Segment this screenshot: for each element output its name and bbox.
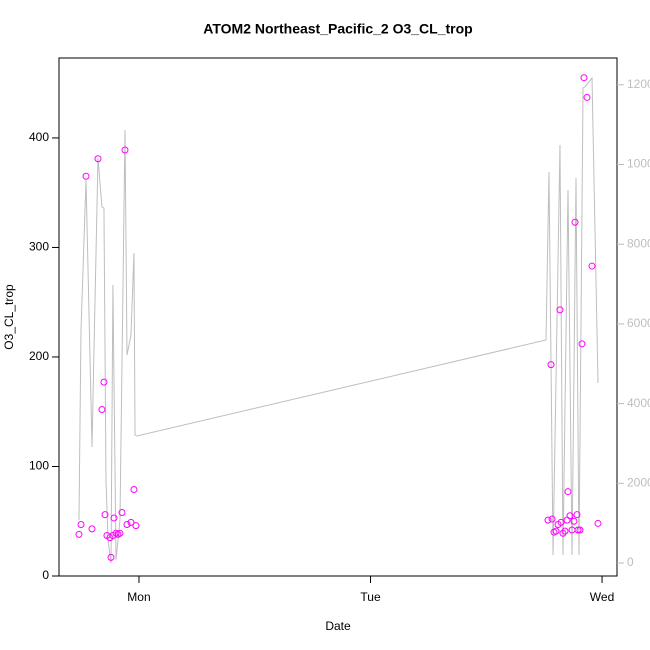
y2-tick-label: 10000	[627, 157, 650, 171]
x-tick-label: Mon	[127, 590, 150, 604]
data-point	[544, 516, 552, 524]
data-point	[110, 514, 118, 522]
y-axis-label: O3_CL_trop	[2, 284, 16, 350]
data-point	[548, 515, 556, 523]
data-point	[107, 553, 115, 561]
data-point	[556, 306, 564, 314]
data-point	[116, 529, 124, 537]
data-point	[559, 529, 567, 537]
data-point	[132, 522, 140, 530]
data-point	[573, 511, 581, 519]
data-point	[552, 527, 560, 535]
y2-tick-label: 8000	[627, 236, 650, 250]
data-point	[101, 511, 109, 519]
data-point	[578, 340, 586, 348]
data-point	[571, 218, 579, 226]
data-point	[121, 146, 129, 154]
data-point	[77, 521, 85, 529]
data-point	[561, 527, 569, 535]
y-tick-label: 300	[29, 240, 49, 254]
data-point	[594, 519, 602, 527]
x-tick-label: Tue	[360, 590, 381, 604]
y-tick-label: 200	[29, 349, 49, 363]
x-tick-label: Wed	[590, 590, 614, 604]
data-point	[75, 530, 83, 538]
data-point	[100, 378, 108, 386]
data-point	[580, 74, 588, 82]
y-tick-label: 0	[42, 568, 49, 582]
data-point	[570, 517, 578, 525]
data-point	[98, 406, 106, 414]
x-axis-label: Date	[325, 619, 351, 633]
data-point	[130, 485, 138, 493]
data-line	[78, 76, 599, 564]
data-point	[566, 512, 574, 520]
data-point	[583, 93, 591, 101]
y2-tick-label: 6000	[627, 316, 650, 330]
data-point	[563, 516, 571, 524]
y2-tick-label: 2000	[627, 475, 650, 489]
chart-title: ATOM2 Northeast_Pacific_2 O3_CL_trop	[203, 21, 472, 37]
data-point	[576, 526, 584, 534]
data-point	[118, 508, 126, 516]
data-point	[564, 488, 572, 496]
data-point	[127, 518, 135, 526]
y2-tick-label: 12000	[627, 77, 650, 91]
data-point	[588, 262, 596, 270]
plot-box	[58, 57, 618, 577]
data-point	[82, 172, 90, 180]
y2-tick-label: 0	[627, 555, 634, 569]
data-point	[94, 155, 102, 163]
data-point	[547, 361, 555, 369]
data-point	[88, 525, 96, 533]
data-point	[123, 521, 131, 529]
y-tick-label: 100	[29, 459, 49, 473]
data-point	[557, 518, 565, 526]
y-tick-label: 400	[29, 130, 49, 144]
data-point	[574, 526, 582, 534]
